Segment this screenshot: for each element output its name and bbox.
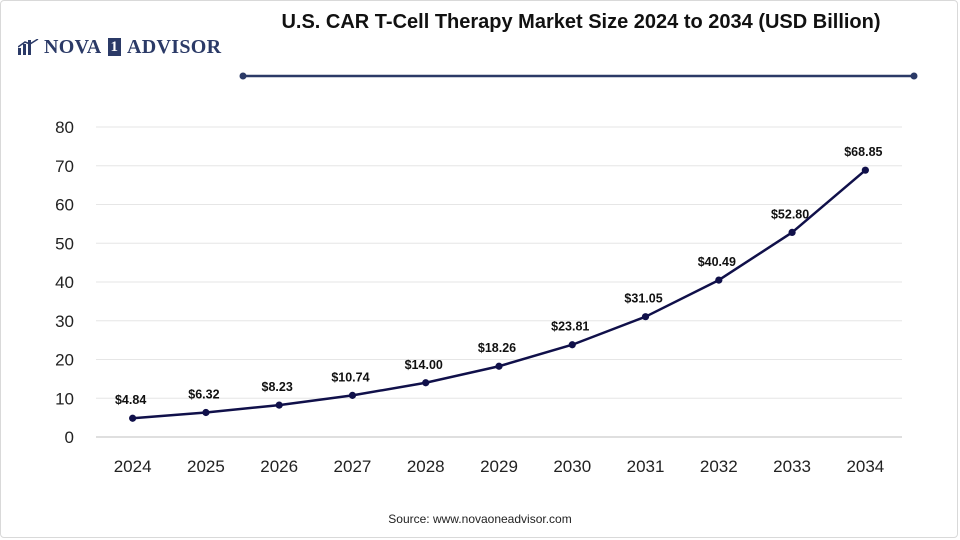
x-tick-label: 2026 — [260, 457, 298, 476]
brand-logo: NOVA 1 ADVISOR — [18, 34, 221, 60]
x-tick-label: 2032 — [700, 457, 738, 476]
y-tick-label: 0 — [65, 428, 74, 447]
source-note: Source: www.novaoneadvisor.com — [388, 512, 572, 526]
y-tick-label: 80 — [55, 118, 74, 137]
y-tick-label: 10 — [55, 389, 74, 408]
data-point — [495, 362, 503, 370]
data-point — [788, 228, 796, 236]
x-tick-label: 2029 — [480, 457, 518, 476]
series-line: $4.84 $6.32 $8.23 $10.74 $14.00 $18.26 $23.81 $… — [115, 145, 883, 422]
x-tick-label: 2024 — [114, 457, 152, 476]
x-axis: 2024 2025 2026 2027 2028 2029 2030 2031 2032 2033… — [114, 457, 885, 476]
data-label: $6.32 — [188, 388, 219, 402]
y-tick-label: 60 — [55, 196, 74, 215]
x-tick-label: 2025 — [187, 457, 225, 476]
data-point — [129, 414, 137, 422]
x-tick-label: 2030 — [553, 457, 591, 476]
data-point — [275, 401, 283, 409]
y-tick-label: 30 — [55, 312, 74, 331]
data-label: $52.80 — [771, 207, 809, 221]
data-point — [641, 313, 650, 321]
y-tick-label: 50 — [55, 234, 74, 253]
data-point — [422, 379, 430, 387]
data-point — [348, 391, 357, 399]
logo-text-advisor: ADVISOR — [127, 35, 222, 58]
data-point — [568, 341, 576, 349]
divider-end-dot-left — [239, 72, 247, 80]
x-tick-label: 2028 — [407, 457, 445, 476]
data-point — [861, 166, 869, 174]
y-axis: 0 10 20 30 40 50 60 70 80 — [55, 118, 74, 447]
data-label: $40.49 — [698, 255, 736, 269]
bar-chart-icon — [18, 39, 39, 55]
logo-text-nova: NOVA — [44, 35, 102, 58]
x-tick-label: 2033 — [773, 457, 811, 476]
data-label: $8.23 — [262, 380, 293, 394]
data-label: $14.00 — [405, 358, 443, 372]
series-path — [132, 169, 867, 420]
data-label: $18.26 — [478, 341, 516, 355]
data-point — [202, 408, 210, 417]
divider-end-dot-right — [910, 72, 918, 80]
data-label: $4.84 — [115, 393, 146, 407]
data-label: $68.85 — [844, 145, 882, 159]
y-tick-label: 20 — [55, 351, 74, 370]
x-tick-label: 2027 — [334, 457, 372, 476]
data-point — [715, 276, 723, 284]
gridlines — [96, 126, 902, 438]
data-label: $10.74 — [331, 370, 369, 384]
x-tick-label: 2031 — [627, 457, 665, 476]
chart-title: U.S. CAR T-Cell Therapy Market Size 2024… — [281, 11, 881, 33]
data-label: $31.05 — [624, 292, 662, 306]
logo-number-badge: 1 — [107, 38, 122, 56]
data-label: $23.81 — [551, 320, 589, 334]
x-tick-label: 2034 — [846, 457, 884, 476]
y-tick-label: 40 — [55, 273, 74, 292]
y-tick-label: 70 — [55, 157, 74, 176]
